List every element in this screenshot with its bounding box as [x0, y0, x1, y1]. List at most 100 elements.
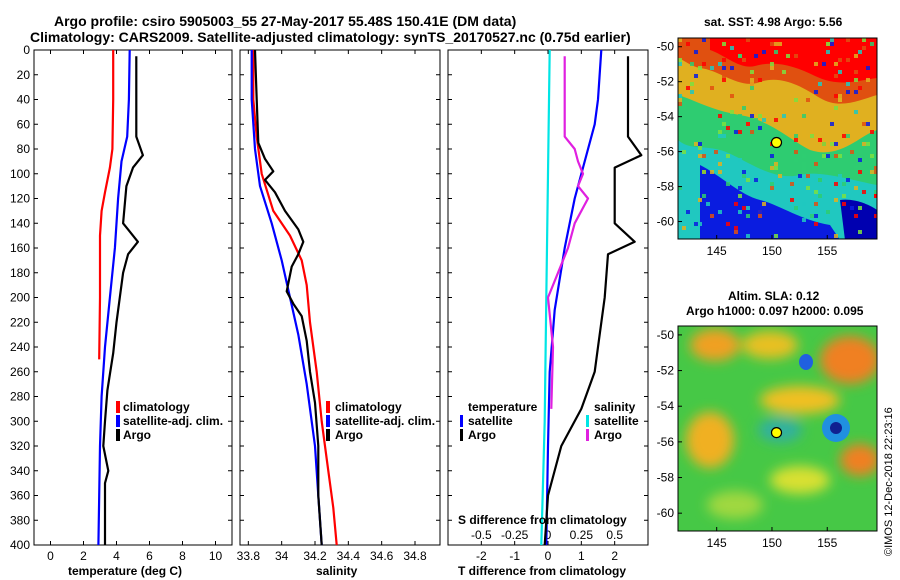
depth-tick-label: 80	[17, 142, 31, 156]
map-y-tick-label: -60	[657, 215, 675, 229]
sst-pixel	[810, 214, 814, 218]
sst-pixel	[866, 142, 870, 146]
sst-pixel	[870, 42, 874, 46]
legend-swatch-satellite	[116, 415, 120, 427]
depth-tick-label: 220	[10, 315, 30, 329]
sst-pixel	[678, 86, 682, 90]
sst-pixel	[770, 182, 774, 186]
sst-pixel	[694, 74, 698, 78]
sst-pixel	[678, 58, 682, 62]
sst-pixel	[874, 190, 877, 194]
s-diff-tick-label: -0.25	[501, 528, 529, 542]
sst-pixel	[746, 122, 750, 126]
sst-pixel	[750, 86, 754, 90]
salinity-x-axis: 33.8 34 34.2 34.4 34.6 34.8	[237, 50, 427, 563]
legend-swatch-argo	[116, 429, 120, 441]
map-y-tick-label: -56	[657, 145, 675, 159]
sst-argo-marker	[770, 136, 783, 149]
sst-pixel	[738, 210, 742, 214]
map-y-tick-label: -58	[657, 180, 675, 194]
temperature-x-axis: 0 2 4 6 8 10	[47, 50, 222, 563]
sst-pixel	[814, 62, 818, 66]
x-tick-label: 1	[578, 549, 585, 563]
legend-label-satellite: satellite-adj. clim.	[123, 414, 223, 428]
sst-pixel	[834, 74, 838, 78]
sst-pixel	[846, 82, 850, 86]
x-tick-label: 2	[611, 549, 618, 563]
map-x-tick-label: 150	[762, 244, 782, 258]
sst-pixel	[774, 162, 778, 166]
sst-pixel	[742, 58, 746, 62]
sst-pixel	[826, 50, 830, 54]
sst-pixel	[710, 86, 714, 90]
sst-pixel	[870, 130, 874, 134]
sst-pixel	[682, 106, 686, 110]
depth-tick-label: 200	[10, 291, 30, 305]
depth-tick-label: 240	[10, 340, 30, 354]
sst-pixel	[854, 214, 858, 218]
legend-swatch-satellite	[326, 415, 330, 427]
series-temperature-argo	[543, 56, 643, 546]
series-temperature-satellite	[540, 49, 551, 546]
sst-pixel	[866, 78, 870, 82]
series-satellite-adj-clim-	[250, 50, 323, 546]
sst-pixel	[814, 214, 818, 218]
sst-pixel	[678, 62, 682, 66]
sst-pixel	[738, 130, 742, 134]
series-climatology	[98, 50, 115, 360]
map-y-tick-label: -54	[657, 399, 675, 413]
sst-pixel	[862, 46, 866, 50]
sst-pixel	[730, 66, 734, 70]
sst-pixel	[854, 110, 858, 114]
sst-pixel	[726, 106, 730, 110]
sst-pixel	[782, 114, 786, 118]
sla-blob	[840, 444, 877, 476]
sst-pixel	[834, 198, 838, 202]
sst-pixel	[718, 62, 722, 66]
sst-pixel	[802, 202, 806, 206]
sla-blob	[760, 386, 840, 414]
sst-pixel	[738, 54, 742, 58]
legend-label-satellite: satellite-adj. clim.	[335, 414, 435, 428]
s-diff-tick-label: 0	[545, 528, 552, 542]
sst-pixel	[842, 202, 846, 206]
depth-tick-label: 100	[10, 167, 30, 181]
sst-pixel	[818, 178, 822, 182]
sla-blob	[690, 329, 740, 361]
sst-pixel	[838, 154, 842, 158]
legend-label-s-argo: Argo	[594, 428, 622, 442]
sst-pixel	[678, 98, 682, 102]
s-diff-tick-label: 0.25	[570, 528, 594, 542]
sst-pixel	[814, 142, 818, 146]
legend-temperature-heading: temperature	[468, 400, 538, 414]
sst-pixel	[738, 110, 742, 114]
sst-pixel	[818, 194, 822, 198]
sst-pixel	[858, 50, 862, 54]
sst-pixel	[854, 54, 858, 58]
legend-label-t-argo: Argo	[468, 428, 496, 442]
sst-pixel	[858, 86, 862, 90]
sst-pixel	[698, 222, 702, 226]
depth-tick-label: 60	[17, 117, 31, 131]
sst-pixel	[814, 178, 818, 182]
depth-tick-label: 380	[10, 513, 30, 527]
sst-pixel	[846, 134, 850, 138]
x-tick-label: 2	[80, 549, 87, 563]
sst-pixel	[702, 154, 706, 158]
sla-argo-marker	[770, 427, 783, 439]
sst-pixel	[678, 94, 682, 98]
sst-pixel	[806, 98, 810, 102]
sst-pixel	[806, 186, 810, 190]
x-tick-label: 0	[47, 549, 54, 563]
sla-blob	[707, 491, 763, 519]
map-x-tick-label: 145	[707, 244, 727, 258]
legend-swatch-s-argo	[586, 429, 589, 441]
sst-pixel	[762, 118, 766, 122]
temperature-panel-frame	[33, 49, 233, 546]
sst-pixel	[710, 170, 714, 174]
sst-pixel	[746, 206, 750, 210]
sla-map-field	[678, 326, 877, 531]
sst-pixel	[826, 210, 830, 214]
sst-pixel	[774, 42, 778, 46]
sst-pixel	[874, 166, 877, 170]
